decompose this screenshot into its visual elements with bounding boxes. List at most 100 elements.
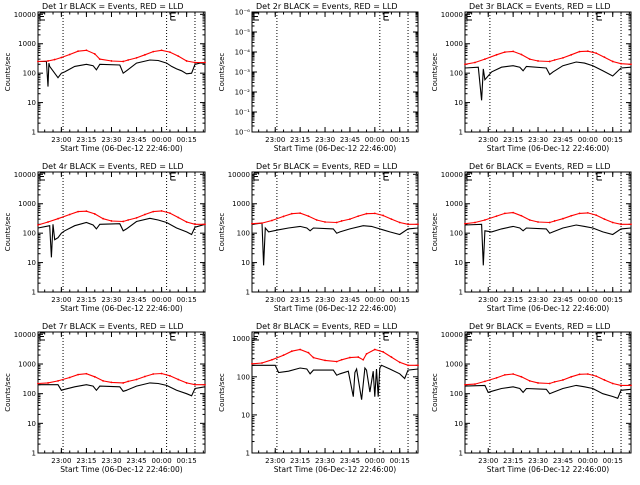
lld-series-line xyxy=(37,210,205,226)
ytick-label: 1 xyxy=(459,129,463,137)
ytick-label: 100 xyxy=(450,70,463,78)
lld-point xyxy=(160,210,163,212)
lld-point xyxy=(630,223,632,226)
lld-point xyxy=(37,224,39,226)
lld-point xyxy=(307,351,310,354)
lld-point xyxy=(77,210,79,213)
xtick-label: 23:30 xyxy=(101,457,121,465)
lld-point xyxy=(37,382,39,385)
xtick-label: 00:15 xyxy=(603,136,623,144)
lld-point xyxy=(503,51,506,54)
lld-point xyxy=(98,58,101,61)
lld-point xyxy=(271,219,273,222)
lld-point xyxy=(548,60,551,63)
lld-point xyxy=(562,57,564,59)
xtick-label: 23:45 xyxy=(553,296,573,304)
axes-frame xyxy=(37,171,206,293)
lld-point xyxy=(484,380,486,383)
ytick-label: 10000 xyxy=(441,11,463,19)
ytick-label: 1000 xyxy=(18,200,36,208)
ytick-label: 1000 xyxy=(232,200,250,208)
xtick-label: 23:15 xyxy=(503,457,523,465)
x-axis-label: Start Time (06-Dec-12 22:46:00) xyxy=(60,304,182,313)
lld-point xyxy=(382,351,385,353)
panel-5: Det 5r BLACK = Events, RED = LLD 1 10 100 10… xyxy=(218,162,419,313)
range-bracket-right xyxy=(170,12,176,21)
lld-point xyxy=(194,223,196,226)
lld-point xyxy=(135,57,138,59)
lld-point xyxy=(595,214,598,217)
lld-series-line xyxy=(464,50,632,65)
x-axis-label: Start Time (06-Dec-12 22:46:00) xyxy=(487,304,609,313)
lld-point xyxy=(290,350,293,353)
lld-point xyxy=(135,217,138,219)
ytick-label: 1 xyxy=(246,289,250,297)
xtick-label: 00:00 xyxy=(151,136,171,144)
lld-point xyxy=(528,379,531,382)
lld-point xyxy=(553,59,556,61)
lld-point xyxy=(620,62,622,65)
range-bracket-left xyxy=(39,12,45,21)
xtick-label: 23:30 xyxy=(528,457,548,465)
lld-point xyxy=(562,379,564,381)
lld-point xyxy=(152,210,155,213)
lld-point xyxy=(464,222,466,225)
lld-point xyxy=(595,375,598,378)
lld-point xyxy=(603,56,606,59)
ytick-label: 10 xyxy=(454,259,463,267)
x-axis-label: Start Time (06-Dec-12 22:46:00) xyxy=(60,144,182,153)
lld-point xyxy=(548,382,551,385)
xtick-label: 23:15 xyxy=(503,136,523,144)
x-axis-label: Start Time (06-Dec-12 22:46:00) xyxy=(487,144,609,153)
lld-point xyxy=(261,222,263,224)
lld-point xyxy=(417,223,419,226)
lld-point xyxy=(324,221,326,223)
y-axis-label: Counts/sec xyxy=(218,373,226,412)
lld-point xyxy=(570,214,573,217)
lld-point xyxy=(169,51,171,54)
panel-6: Det 6r BLACK = Events, RED = LLD 1 10 100 10… xyxy=(431,162,632,313)
panel-4: Det 4r BLACK = Events, RED = LLD 1 10 100 10… xyxy=(4,162,206,313)
ytick-label: 1000 xyxy=(18,40,36,48)
lld-point xyxy=(312,356,315,359)
lld-point xyxy=(595,52,598,55)
lld-point xyxy=(85,372,88,375)
y-axis-label: Counts/sec xyxy=(4,373,12,412)
xtick-label: 23:30 xyxy=(101,136,121,144)
lld-point xyxy=(68,53,71,56)
lld-point xyxy=(204,61,206,64)
lld-point xyxy=(143,53,146,56)
lld-point xyxy=(603,379,606,381)
xtick-label: 23:00 xyxy=(51,136,71,144)
xtick-label: 00:15 xyxy=(603,296,623,304)
ytick-label: 1000 xyxy=(445,361,463,369)
lld-point xyxy=(603,218,606,221)
lld-point xyxy=(484,219,486,221)
axes-frame xyxy=(251,331,419,454)
range-bracket-left xyxy=(466,172,472,181)
ytick-label: 100 xyxy=(23,390,36,398)
ytick-label: 1 xyxy=(32,289,36,297)
range-bracket-left xyxy=(253,332,259,341)
lld-point xyxy=(349,356,351,359)
axes-frame xyxy=(251,171,419,293)
xtick-label: 23:30 xyxy=(315,457,335,465)
ytick-label: 10⁻³ xyxy=(235,69,251,77)
lld-point xyxy=(586,373,589,375)
ytick-label: 10⁻⁰ xyxy=(235,129,251,137)
lld-point xyxy=(398,361,401,364)
y-axis-label: Counts/sec xyxy=(431,213,439,252)
lld-point xyxy=(122,382,125,384)
ytick-label: 1 xyxy=(459,450,463,458)
xtick-label: 23:45 xyxy=(126,296,146,304)
ytick-label: 10 xyxy=(454,99,463,107)
ytick-label: 100 xyxy=(23,230,36,238)
lld-point xyxy=(578,212,581,215)
range-bracket-left xyxy=(466,332,472,341)
ytick-label: 1 xyxy=(459,289,463,297)
panel-3: Det 3r BLACK = Events, RED = LLD 1 10 100 10… xyxy=(431,2,632,153)
range-bracket-left xyxy=(253,12,259,21)
lld-point xyxy=(620,223,622,226)
x-axis-label: Start Time (06-Dec-12 22:46:00) xyxy=(487,465,609,474)
lld-point xyxy=(335,360,338,363)
